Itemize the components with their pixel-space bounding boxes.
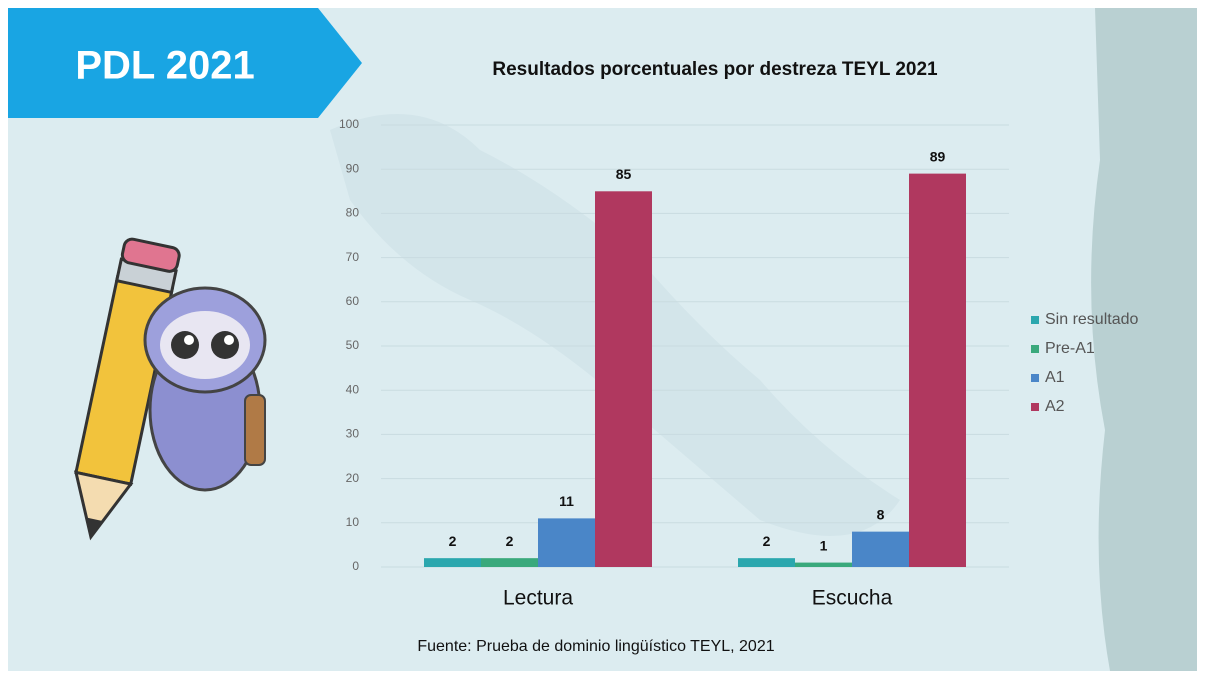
legend-swatch [1031, 374, 1039, 382]
data-label: 11 [559, 493, 574, 509]
coast [1091, 8, 1197, 671]
y-tick-label: 70 [346, 250, 360, 264]
legend-label: Pre-A1 [1045, 340, 1095, 357]
source: Fuente: Prueba de dominio lingüístico TE… [417, 638, 774, 655]
legend-swatch [1031, 345, 1039, 353]
banner-title: PDL 2021 [75, 44, 254, 88]
mascot [73, 237, 267, 541]
x-tick-label: Lectura [503, 587, 573, 610]
data-label: 2 [763, 533, 771, 549]
bar [481, 558, 538, 567]
data-label: 85 [616, 166, 632, 182]
y-tick-label: 100 [339, 117, 359, 131]
legend-swatch [1031, 316, 1039, 324]
bar [852, 531, 909, 567]
y-tick-label: 10 [346, 515, 360, 529]
data-label: 89 [930, 148, 946, 164]
y-tick-label: 20 [346, 471, 360, 485]
bar [795, 562, 852, 567]
y-tick-label: 0 [352, 559, 359, 573]
bar [424, 558, 481, 567]
y-tick-label: 50 [346, 338, 360, 352]
legend-label: A1 [1045, 369, 1065, 386]
y-tick-label: 30 [346, 427, 360, 441]
bar [595, 191, 652, 568]
y-tick-label: 80 [346, 206, 360, 220]
x-tick-label: Escucha [812, 587, 893, 610]
legend-swatch [1031, 403, 1039, 411]
legend-label: A2 [1045, 398, 1065, 415]
y-tick-label: 90 [346, 161, 360, 175]
bar [538, 518, 595, 567]
legend-label: Sin resultado [1045, 311, 1138, 328]
data-label: 2 [506, 533, 514, 549]
data-label: 8 [877, 506, 885, 522]
bar [909, 173, 966, 567]
banner-shape [8, 8, 362, 118]
bar [738, 558, 795, 567]
data-label: 1 [820, 537, 828, 553]
y-tick-label: 60 [346, 294, 360, 308]
chart-title: Resultados porcentuales por destreza TEY… [492, 59, 938, 80]
data-label: 2 [449, 533, 457, 549]
y-tick-label: 40 [346, 382, 360, 396]
